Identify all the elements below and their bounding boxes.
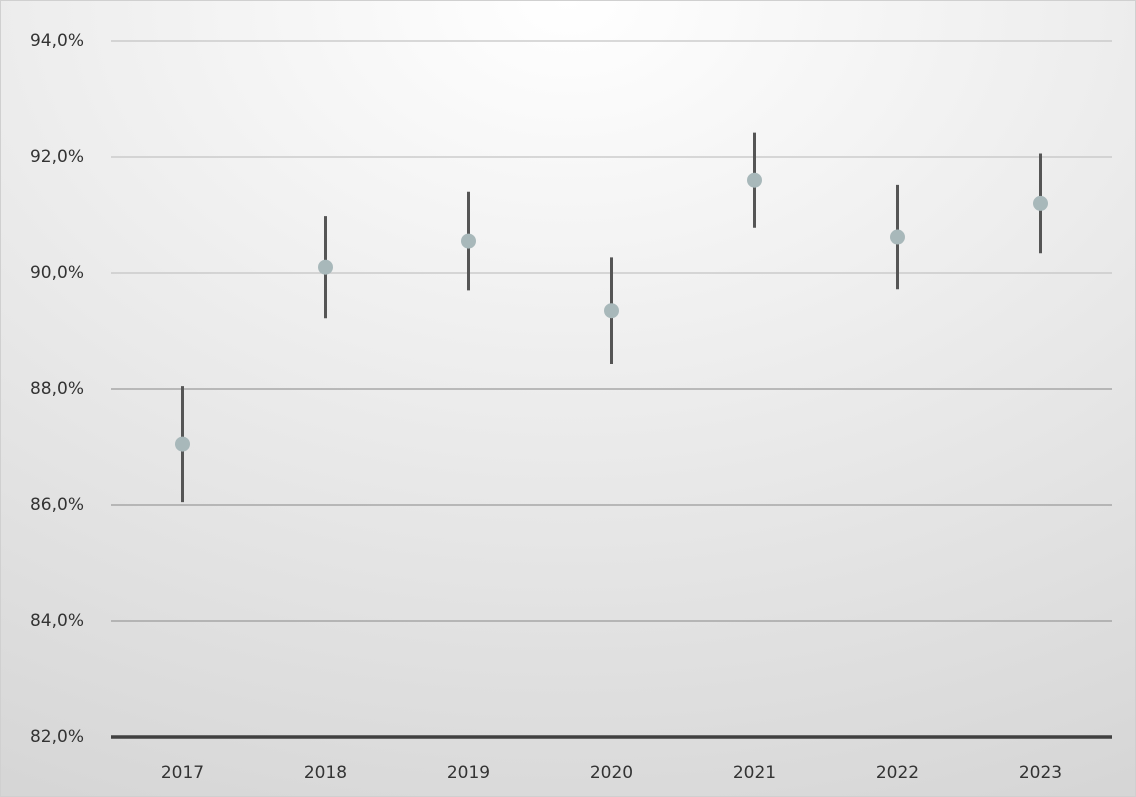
y-tick-label: 86,0%: [30, 495, 84, 515]
point: [175, 436, 190, 452]
x-tick-label: 2018: [304, 763, 347, 783]
y-tick-label: 88,0%: [30, 379, 84, 399]
x-tick-label: 2022: [876, 763, 919, 783]
y-tick-label: 92,0%: [30, 147, 84, 167]
point: [890, 229, 905, 245]
point: [461, 233, 476, 249]
x-tick-label: 2023: [1019, 763, 1062, 783]
y-tick-label: 82,0%: [30, 727, 84, 747]
x-tick-label: 2020: [590, 763, 633, 783]
point: [1033, 195, 1048, 211]
x-tick-label: 2017: [161, 763, 204, 783]
point: [604, 303, 619, 319]
y-tick-label: 94,0%: [30, 31, 84, 51]
y-tick-label: 90,0%: [30, 263, 84, 283]
y-tick-label: 84,0%: [30, 611, 84, 631]
point: [747, 172, 762, 188]
point: [318, 259, 333, 275]
x-tick-label: 2021: [733, 763, 776, 783]
x-tick-label: 2019: [447, 763, 490, 783]
